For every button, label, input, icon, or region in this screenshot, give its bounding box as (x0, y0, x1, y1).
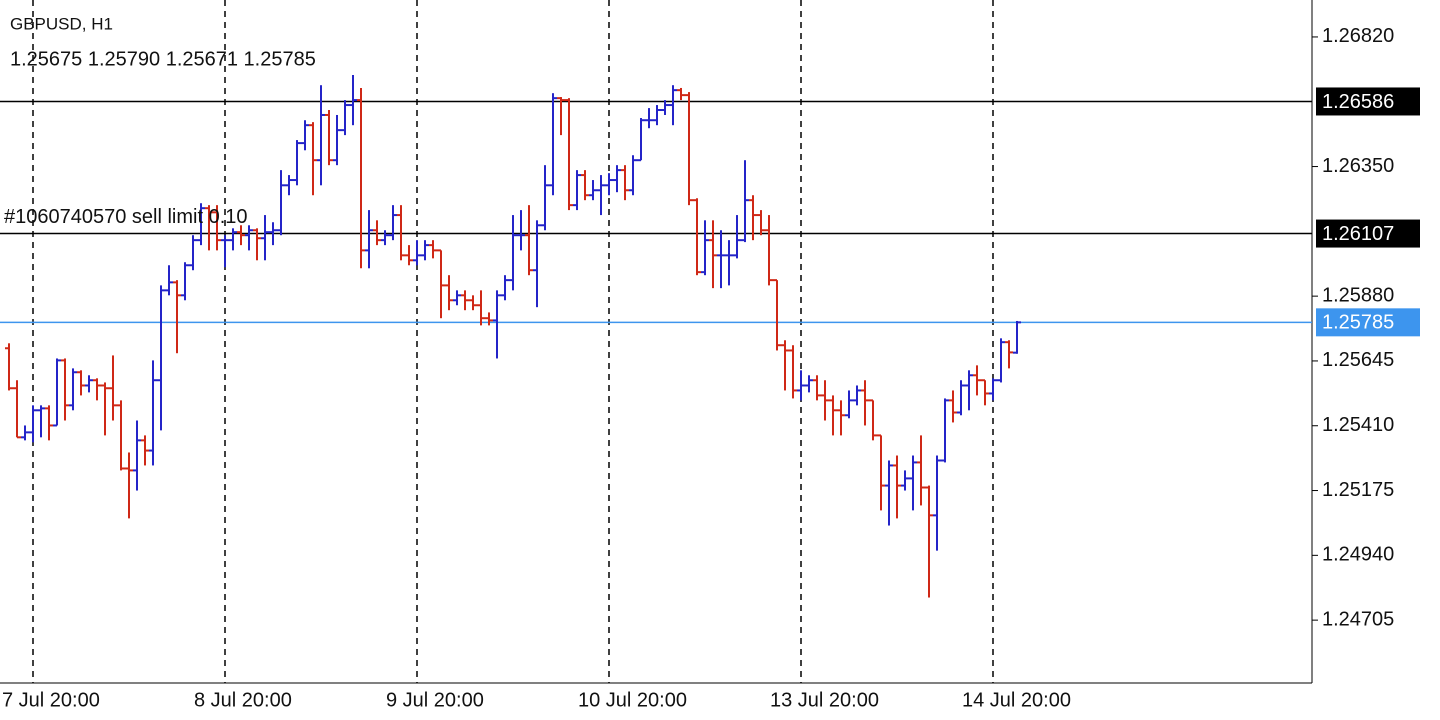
order-annotation: #1060740570 sell limit 0.10 (4, 206, 248, 228)
plot-area (0, 0, 1312, 683)
y-tick-label: 1.26350 (1322, 155, 1394, 177)
x-tick-label: 13 Jul 20:00 (770, 689, 879, 711)
x-tick-label: 10 Jul 20:00 (578, 689, 687, 711)
y-tick-label: 1.24940 (1322, 544, 1394, 566)
level-label-box (1316, 87, 1420, 116)
y-tick-label: 1.24705 (1322, 608, 1394, 630)
level-label-box (1316, 219, 1420, 248)
level-label: 1.26586 (1322, 91, 1394, 113)
y-tick-label: 1.25645 (1322, 349, 1394, 371)
level-label: 1.25785 (1322, 312, 1394, 334)
x-tick-label: 14 Jul 20:00 (962, 689, 1071, 711)
y-tick-label: 1.25175 (1322, 479, 1394, 501)
x-tick-label: 7 Jul 20:00 (2, 689, 100, 711)
ohlc-info: 1.25675 1.25790 1.25671 1.25785 (10, 48, 316, 70)
level-label-box (1316, 308, 1420, 337)
y-tick-label: 1.25880 (1322, 284, 1394, 306)
y-tick-label: 1.25410 (1322, 414, 1394, 436)
x-tick-label: 9 Jul 20:00 (386, 689, 484, 711)
level-label: 1.26107 (1322, 223, 1394, 245)
symbol-title: GBPUSD, H1 (10, 14, 113, 33)
x-tick-label: 8 Jul 20:00 (194, 689, 292, 711)
y-tick-label: 1.26820 (1322, 25, 1394, 47)
